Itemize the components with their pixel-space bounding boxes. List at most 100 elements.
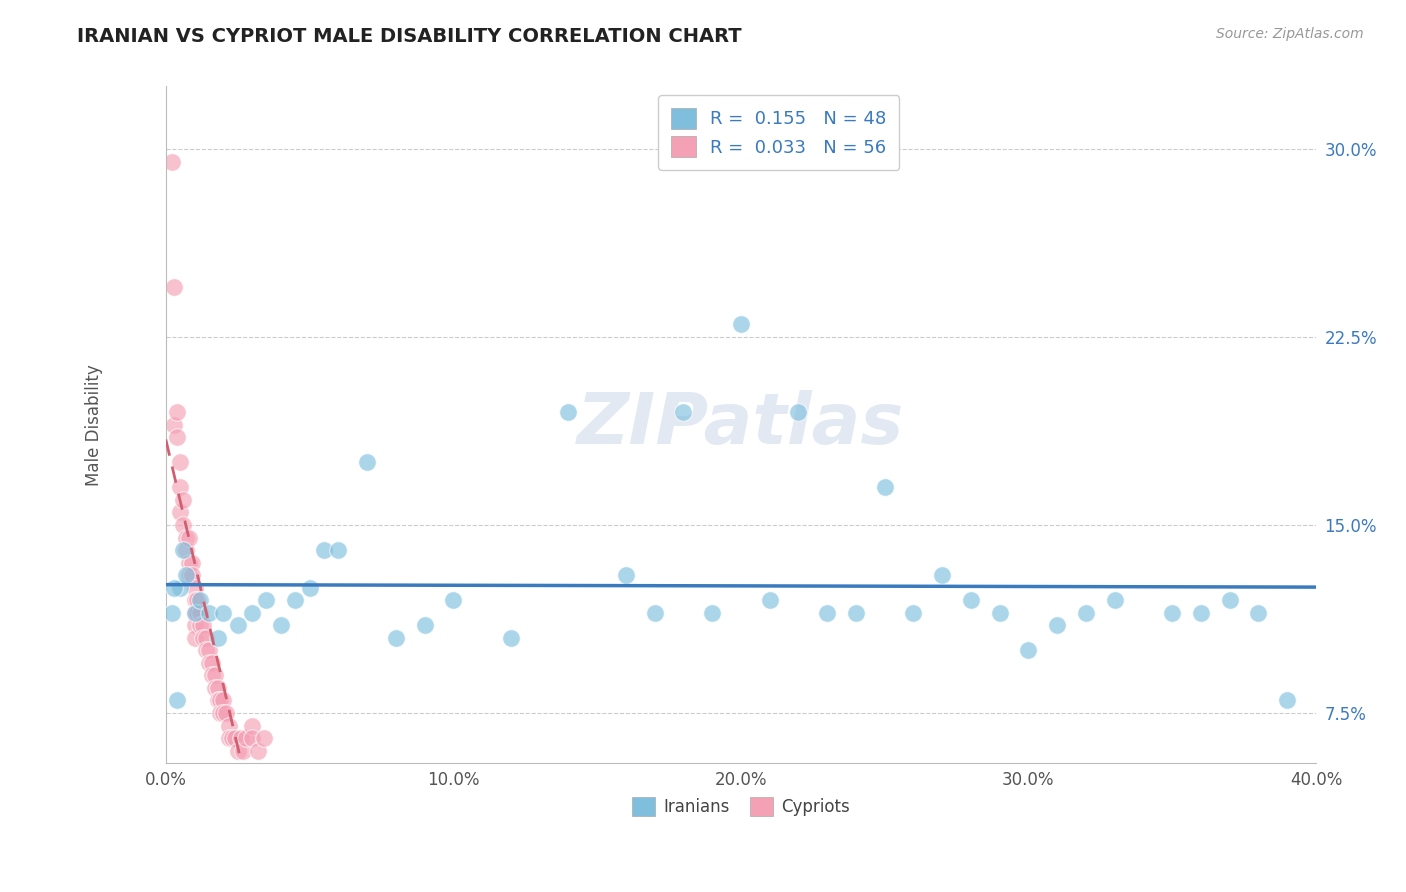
Point [198,643,221,657]
Point [193,618,215,632]
Point [1104,593,1126,607]
Point [177,531,200,545]
Point [188,606,211,620]
Point [240,731,263,745]
Point [169,506,191,520]
Point [201,668,224,682]
Point [195,631,218,645]
Point [166,693,188,707]
Point [172,518,194,533]
Point [644,606,666,620]
Point [1219,593,1241,607]
Point [312,543,335,558]
Point [252,731,274,745]
Point [163,581,186,595]
Point [207,631,229,645]
Text: Source: ZipAtlas.com: Source: ZipAtlas.com [1216,27,1364,41]
Point [198,606,221,620]
Point [169,581,191,595]
Point [163,417,186,432]
Point [240,718,263,732]
Point [201,656,224,670]
Point [193,631,215,645]
Legend: Iranians, Cypriots: Iranians, Cypriots [626,790,856,822]
Point [988,606,1011,620]
Point [385,631,408,645]
Point [218,731,240,745]
Point [787,405,810,419]
Point [700,606,723,620]
Point [235,731,257,745]
Point [672,405,695,419]
Point [169,455,191,469]
Point [614,568,637,582]
Y-axis label: Male Disability: Male Disability [86,364,103,485]
Point [160,606,183,620]
Point [177,556,200,570]
Point [183,606,205,620]
Point [730,318,752,332]
Point [284,593,307,607]
Point [557,405,579,419]
Point [960,593,983,607]
Point [166,405,188,419]
Point [212,693,235,707]
Text: IRANIAN VS CYPRIOT MALE DISABILITY CORRELATION CHART: IRANIAN VS CYPRIOT MALE DISABILITY CORRE… [77,27,742,45]
Point [224,731,246,745]
Point [1277,693,1299,707]
Point [215,706,238,720]
Point [183,606,205,620]
Point [218,718,240,732]
Point [815,606,838,620]
Point [186,593,208,607]
Point [229,731,252,745]
Point [1074,606,1097,620]
Point [209,706,232,720]
Point [1161,606,1184,620]
Point [328,543,350,558]
Point [226,618,249,632]
Point [256,593,278,607]
Point [212,706,235,720]
Point [186,606,208,620]
Point [240,606,263,620]
Point [166,430,188,444]
Point [180,568,202,582]
Point [183,581,205,595]
Point [183,618,205,632]
Point [174,543,197,558]
Point [174,531,197,545]
Point [758,593,780,607]
Point [499,631,522,645]
Point [441,593,464,607]
Text: ZIPatlas: ZIPatlas [578,390,904,459]
Point [169,480,191,494]
Point [873,480,896,494]
Point [183,631,205,645]
Point [183,593,205,607]
Point [1017,643,1039,657]
Point [1189,606,1212,620]
Point [204,668,226,682]
Point [221,731,243,745]
Point [177,568,200,582]
Point [413,618,436,632]
Point [160,154,183,169]
Point [246,743,269,757]
Point [198,656,221,670]
Point [1247,606,1270,620]
Point [207,693,229,707]
Point [226,743,249,757]
Point [188,618,211,632]
Point [356,455,378,469]
Point [298,581,321,595]
Point [172,492,194,507]
Point [270,618,292,632]
Point [204,681,226,695]
Point [232,743,254,757]
Point [188,593,211,607]
Point [212,606,235,620]
Point [174,568,197,582]
Point [207,681,229,695]
Point [1046,618,1069,632]
